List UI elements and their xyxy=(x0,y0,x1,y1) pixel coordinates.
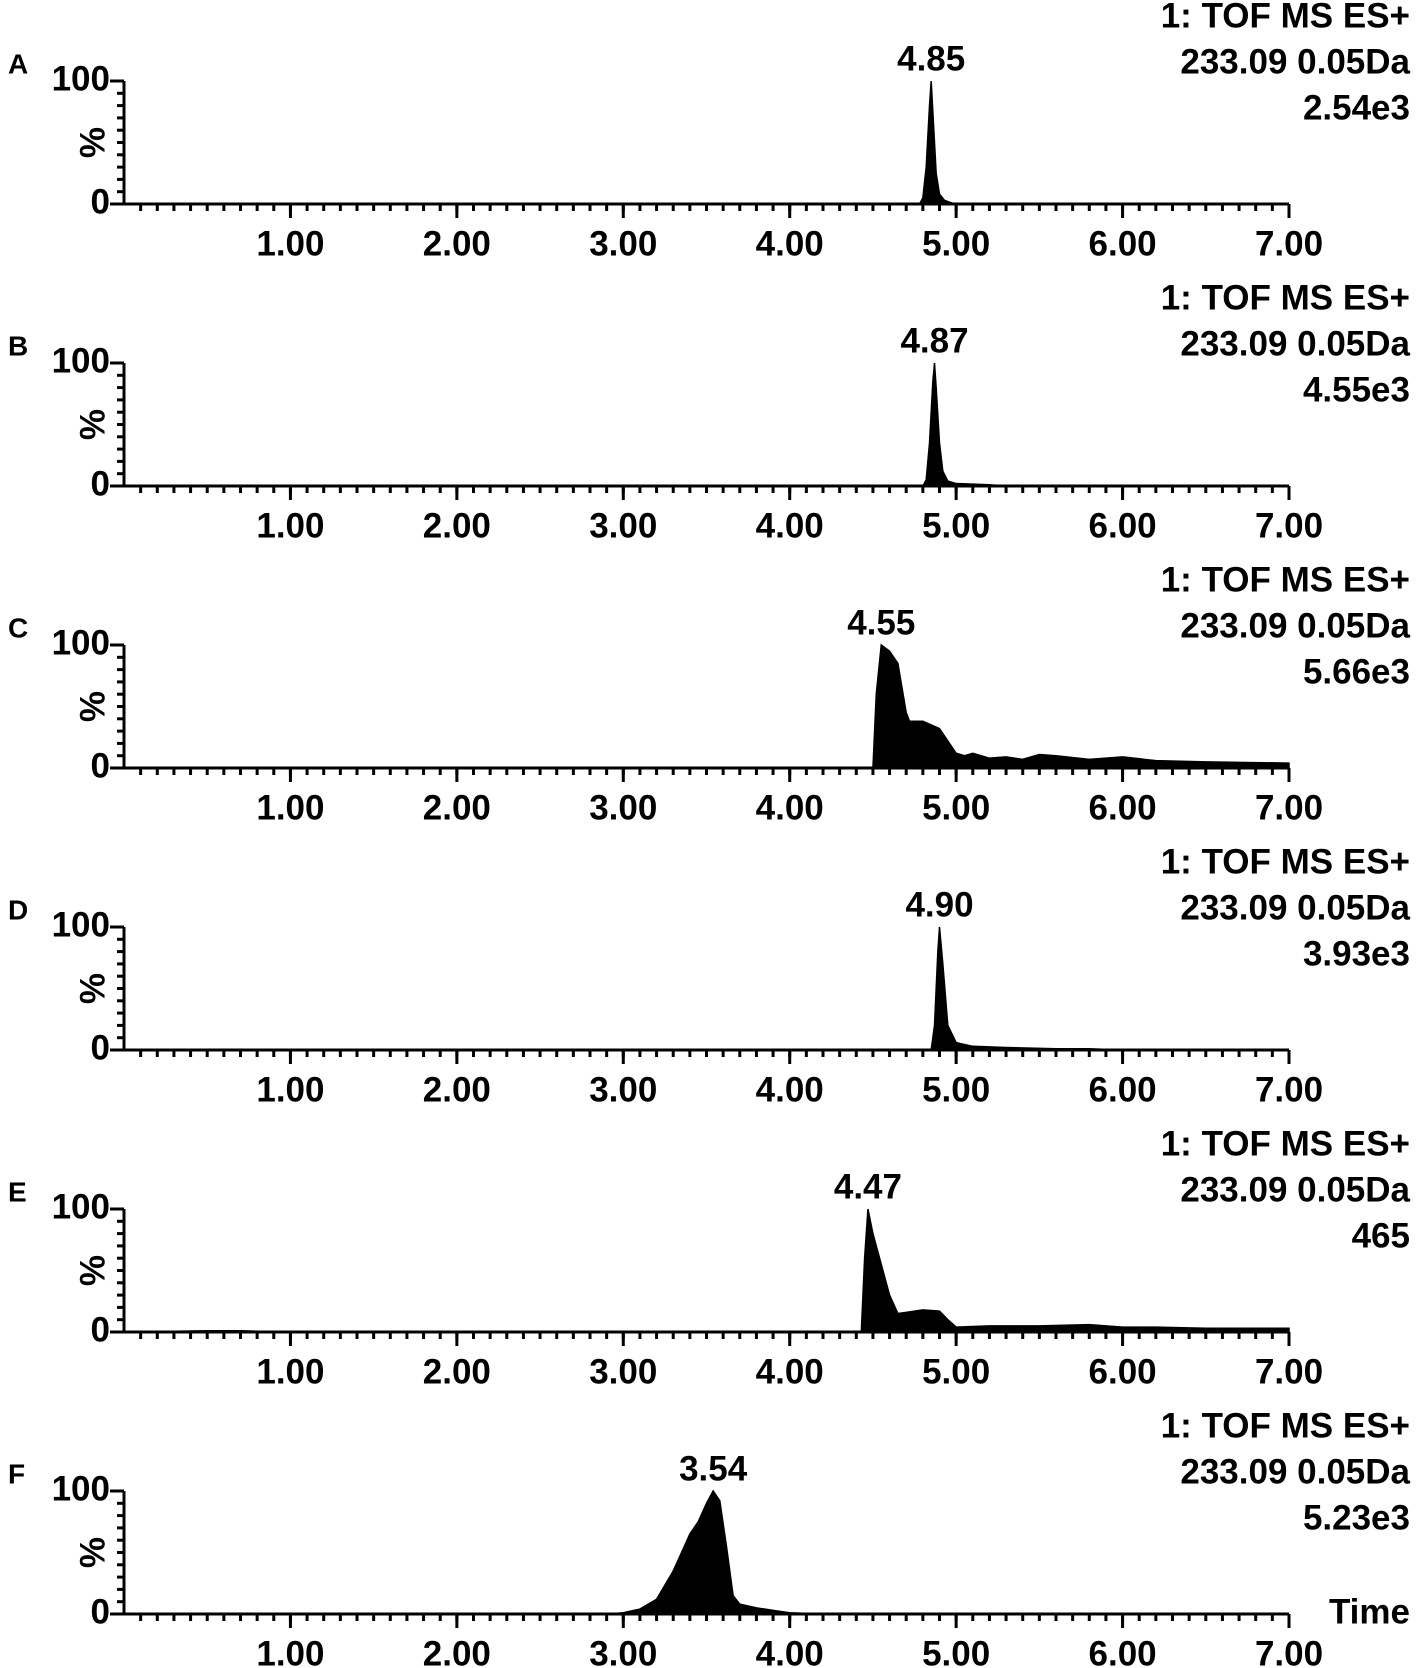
peak-label: 4.55 xyxy=(847,603,915,642)
x-tick-label: 3.00 xyxy=(589,506,657,545)
x-tick-label: 7.00 xyxy=(1255,1070,1323,1109)
peak-label: 4.87 xyxy=(900,321,968,360)
trace-header: 465 xyxy=(1352,1216,1410,1255)
trace-header: 5.23e3 xyxy=(1303,1498,1410,1537)
x-tick-label: 2.00 xyxy=(423,788,491,827)
y-tick-label: 100 xyxy=(52,1469,110,1508)
x-tick-label: 2.00 xyxy=(423,224,491,263)
trace-header: 1: TOF MS ES+ xyxy=(1161,1124,1410,1163)
x-tick-label: 7.00 xyxy=(1255,788,1323,827)
y-tick-label: 100 xyxy=(52,623,110,662)
x-tick-label: 6.00 xyxy=(1089,1634,1157,1668)
chromatogram-area xyxy=(124,80,1289,205)
trace-header: 2.54e3 xyxy=(1303,88,1410,127)
trace-header: 1: TOF MS ES+ xyxy=(1161,560,1410,599)
trace-header: 233.09 0.05Da xyxy=(1180,1170,1410,1209)
chromatogram-area xyxy=(124,926,1289,1051)
x-tick-label: 4.00 xyxy=(756,224,824,263)
x-tick-label: 6.00 xyxy=(1089,224,1157,263)
x-tick-label: 1.00 xyxy=(256,224,324,263)
panel-label: A xyxy=(8,48,28,79)
trace-header: 233.09 0.05Da xyxy=(1180,324,1410,363)
x-tick-label: 2.00 xyxy=(423,506,491,545)
y-tick-label: 0 xyxy=(91,1592,110,1631)
y-tick-label: 0 xyxy=(91,182,110,221)
x-tick-label: 6.00 xyxy=(1089,1070,1157,1109)
x-tick-label: 2.00 xyxy=(423,1352,491,1391)
x-tick-label: 5.00 xyxy=(922,1352,990,1391)
peak-label: 4.47 xyxy=(834,1167,902,1206)
x-tick-label: 7.00 xyxy=(1255,1634,1323,1668)
chromatogram-area xyxy=(124,362,1289,487)
x-tick-label: 3.00 xyxy=(589,1352,657,1391)
y-axis-label: % xyxy=(73,1255,112,1286)
trace-header: 233.09 0.05Da xyxy=(1180,1452,1410,1491)
chromatogram-area xyxy=(123,1208,1290,1333)
x-tick-label: 2.00 xyxy=(423,1070,491,1109)
x-tick-label: 3.00 xyxy=(589,224,657,263)
peak-label: 4.90 xyxy=(905,885,973,924)
y-axis-label: % xyxy=(73,691,112,722)
x-tick-label: 4.00 xyxy=(756,1352,824,1391)
x-tick-label: 1.00 xyxy=(256,506,324,545)
panel-label: F xyxy=(8,1458,25,1489)
peak-label: 4.85 xyxy=(897,39,965,78)
y-axis-label: % xyxy=(73,409,112,440)
x-tick-label: 5.00 xyxy=(922,506,990,545)
x-tick-label: 1.00 xyxy=(256,1634,324,1668)
y-tick-label: 100 xyxy=(52,1187,110,1226)
trace-header: 233.09 0.05Da xyxy=(1180,606,1410,645)
chromatogram-area xyxy=(124,1489,1289,1615)
x-tick-label: 5.00 xyxy=(922,224,990,263)
trace-header: 233.09 0.05Da xyxy=(1180,42,1410,81)
panel-label: C xyxy=(8,612,28,643)
y-axis-label: % xyxy=(73,973,112,1004)
x-tick-label: 1.00 xyxy=(256,1070,324,1109)
x-tick-label: 4.00 xyxy=(756,788,824,827)
x-tick-label: 3.00 xyxy=(589,1634,657,1668)
x-tick-label: 7.00 xyxy=(1255,224,1323,263)
x-tick-label: 2.00 xyxy=(423,1634,491,1668)
x-tick-label: 1.00 xyxy=(256,788,324,827)
x-axis-label: Time xyxy=(1329,1592,1410,1631)
x-tick-label: 6.00 xyxy=(1089,506,1157,545)
x-tick-label: 5.00 xyxy=(922,1634,990,1668)
x-tick-label: 5.00 xyxy=(922,788,990,827)
y-tick-label: 0 xyxy=(91,1310,110,1349)
x-tick-label: 6.00 xyxy=(1089,1352,1157,1391)
x-tick-label: 3.00 xyxy=(589,788,657,827)
peak-label: 3.54 xyxy=(679,1449,748,1488)
y-tick-label: 0 xyxy=(91,746,110,785)
trace-header: 1: TOF MS ES+ xyxy=(1161,278,1410,317)
trace-header: 3.93e3 xyxy=(1303,934,1410,973)
trace-header: 1: TOF MS ES+ xyxy=(1161,842,1410,881)
panel-label: B xyxy=(8,330,28,361)
y-tick-label: 0 xyxy=(91,464,110,503)
x-tick-label: 4.00 xyxy=(756,506,824,545)
chromatogram-area xyxy=(124,643,1290,769)
trace-header: 1: TOF MS ES+ xyxy=(1161,1406,1410,1445)
y-axis-label: % xyxy=(73,127,112,158)
trace-header: 233.09 0.05Da xyxy=(1180,888,1410,927)
x-tick-label: 3.00 xyxy=(589,1070,657,1109)
trace-header: 5.66e3 xyxy=(1303,652,1410,691)
x-tick-label: 4.00 xyxy=(756,1634,824,1668)
trace-header: 4.55e3 xyxy=(1303,370,1410,409)
y-axis-label: % xyxy=(73,1537,112,1568)
y-tick-label: 100 xyxy=(52,59,110,98)
panel-label: D xyxy=(8,894,28,925)
y-tick-label: 0 xyxy=(91,1028,110,1067)
x-tick-label: 1.00 xyxy=(256,1352,324,1391)
panel-label: E xyxy=(8,1176,27,1207)
y-tick-label: 100 xyxy=(52,341,110,380)
x-tick-label: 4.00 xyxy=(756,1070,824,1109)
x-tick-label: 6.00 xyxy=(1089,788,1157,827)
y-tick-label: 100 xyxy=(52,905,110,944)
x-tick-label: 5.00 xyxy=(922,1070,990,1109)
x-tick-label: 7.00 xyxy=(1255,506,1323,545)
x-tick-label: 7.00 xyxy=(1255,1352,1323,1391)
trace-header: 1: TOF MS ES+ xyxy=(1161,0,1410,35)
